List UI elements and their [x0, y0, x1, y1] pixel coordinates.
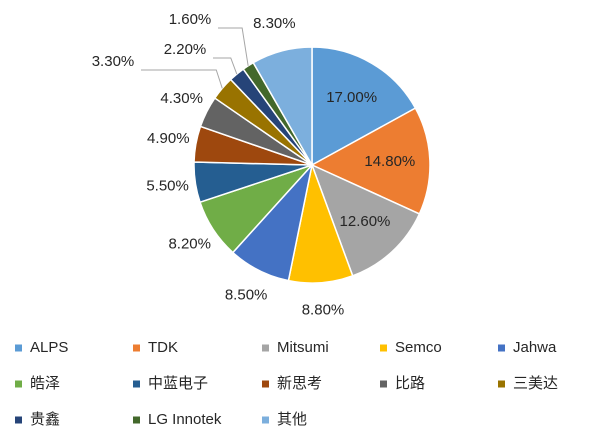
data-label: 4.30% [160, 90, 203, 107]
legend-marker [262, 380, 269, 388]
pie-slice [310, 163, 421, 277]
data-label: 1.60% [169, 11, 212, 28]
legend-label: 中蓝电子 [148, 375, 208, 392]
pie-slice [311, 46, 417, 167]
data-label: 3.30% [92, 53, 135, 70]
data-label: 14.80% [364, 153, 415, 170]
legend-label: TDK [148, 339, 178, 356]
leader-line [218, 27, 249, 66]
legend-marker [380, 380, 387, 388]
legend-label: 比路 [395, 375, 425, 392]
pie-slice [310, 107, 431, 215]
data-label: 5.50% [146, 177, 189, 194]
legend-label: LG Innotek [148, 411, 222, 428]
legend-marker [262, 344, 269, 352]
data-label: 8.30% [253, 15, 296, 32]
legend-label: Mitsumi [277, 339, 329, 356]
legend-label: Semco [395, 339, 442, 356]
legend-marker [498, 380, 505, 388]
legend-marker [133, 416, 140, 424]
legend-marker [133, 344, 140, 352]
legend-marker [380, 344, 387, 352]
legend-label: ALPS [30, 339, 68, 356]
legend-marker [262, 416, 269, 424]
pie-slice [252, 46, 313, 168]
legend-marker [15, 380, 22, 388]
data-label: 8.50% [225, 286, 268, 303]
legend-label: 新思考 [277, 375, 322, 392]
legend-marker [133, 380, 140, 388]
legend-label: 三美达 [513, 375, 558, 392]
data-label: 17.00% [326, 89, 377, 106]
legend-label: 其他 [277, 411, 307, 428]
legend-marker [498, 344, 505, 352]
data-label: 12.60% [340, 213, 391, 230]
legend-marker [15, 344, 22, 352]
leader-line [213, 57, 238, 75]
legend-label: 皓泽 [30, 375, 60, 392]
data-label: 4.90% [147, 130, 190, 147]
data-label: 8.80% [302, 302, 345, 319]
leader-line [141, 69, 223, 89]
legend-marker [15, 416, 22, 424]
legend-label: 贵鑫 [30, 410, 60, 428]
legend-label: Jahwa [513, 339, 557, 356]
data-label: 2.20% [164, 41, 207, 58]
data-label: 8.20% [168, 236, 211, 253]
